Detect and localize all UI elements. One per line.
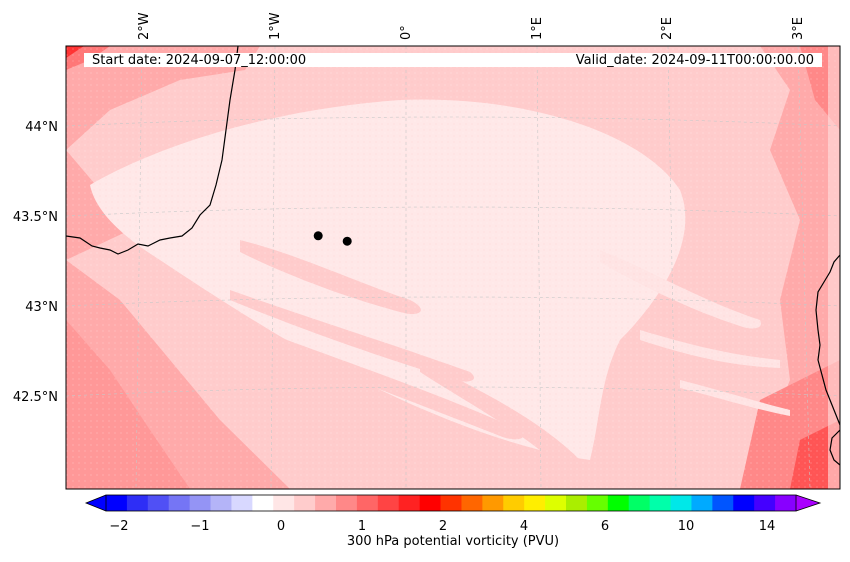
cb-tick-m1: −1 [190,519,209,534]
colorbar-cell [503,495,525,511]
points-layer [313,231,352,246]
colorbar-ticks: −2 −1 0 1 2 4 6 10 14 [109,519,775,534]
cb-tick-2: 2 [439,519,447,534]
valid-date-label: Valid_date: 2024-09-11T00:00:00.00 [576,53,814,68]
map-area [66,46,840,489]
colorbar-cell [712,495,734,511]
colorbar-label: 300 hPa potential vorticity (PVU) [347,534,559,549]
colorbar-cell [273,495,295,511]
coastline-mediterranean-south [829,429,840,466]
header-box [84,53,822,67]
colorbar-cell [126,495,149,511]
map-frame [65,45,841,490]
colorbar-cell [294,495,316,511]
colorbar-cell [754,495,776,511]
colorbar-arrow-outline [84,494,822,512]
colorbar-cell [482,495,504,511]
colorbar-cell [670,495,692,511]
colorbar-cell [252,495,274,511]
pv-texture [66,46,840,489]
colorbar-cell [524,495,546,511]
colorbar-cell [189,495,211,511]
cb-tick-6: 6 [601,519,609,534]
start-date-label: Start date: 2024-09-07_12:00:00 [92,53,306,68]
coastline-biscay [66,46,239,255]
coastline-mediterranean [815,254,840,426]
colorbar-cell [440,495,462,511]
cb-tick-4: 4 [520,519,528,534]
colorbar-cell [419,495,441,511]
lon-labels: 2°W 1°W 0° 1°E 2°E 3°E [137,12,806,40]
colorbar-cell [545,495,567,511]
cb-tick-m2: −2 [109,519,128,534]
location-point [342,236,352,246]
colorbar-cell [607,495,630,511]
lon-label-0: 0° [399,25,414,40]
lat-label-43-5n: 43.5°N [13,210,58,225]
colorbar-arrow-left [86,495,106,511]
colorbar-cell [649,495,671,511]
lon-label-1e: 1°E [530,17,545,40]
lat-label-44n: 44°N [25,120,58,135]
colorbar-cell [628,495,651,511]
cb-tick-14: 14 [759,519,776,534]
lat-label-43n: 43°N [25,300,58,315]
colorbar-cell [691,495,713,511]
colorbar-frame [105,494,797,512]
colorbar-cell [733,495,755,511]
lat-label-42-5n: 42.5°N [13,390,58,405]
colorbar: −2 −1 0 1 2 4 6 10 14 300 hPa potential … [84,494,822,549]
lon-label-2e: 2°E [660,17,675,40]
colorbar-cell [566,495,588,511]
cb-tick-1: 1 [358,519,366,534]
colorbar-cell [377,495,400,511]
colorbar-cell [106,495,128,511]
colorbar-cell [336,495,358,511]
colorbar-cell [231,495,253,511]
lon-label-3e: 3°E [791,17,806,40]
location-point [313,231,323,241]
colorbar-arrow-right [796,495,820,511]
cb-tick-0: 0 [277,519,285,534]
colorbar-cell [356,495,379,511]
colorbar-cell [461,495,483,511]
colorbar-cell [586,495,609,511]
edge-strip [828,46,840,489]
lat-labels: 44°N 43.5°N 43°N 42.5°N [13,120,58,405]
lon-label-2w: 2°W [137,12,152,40]
colorbar-cell [398,495,421,511]
cb-tick-10: 10 [678,519,695,534]
colorbar-cell [168,495,191,511]
colorbar-cell [147,495,170,511]
colorbar-cell [315,495,337,511]
graticule [66,46,840,489]
colorbar-cell [210,495,232,511]
colorbar-cell [775,495,797,511]
lon-label-1w: 1°W [268,12,283,40]
